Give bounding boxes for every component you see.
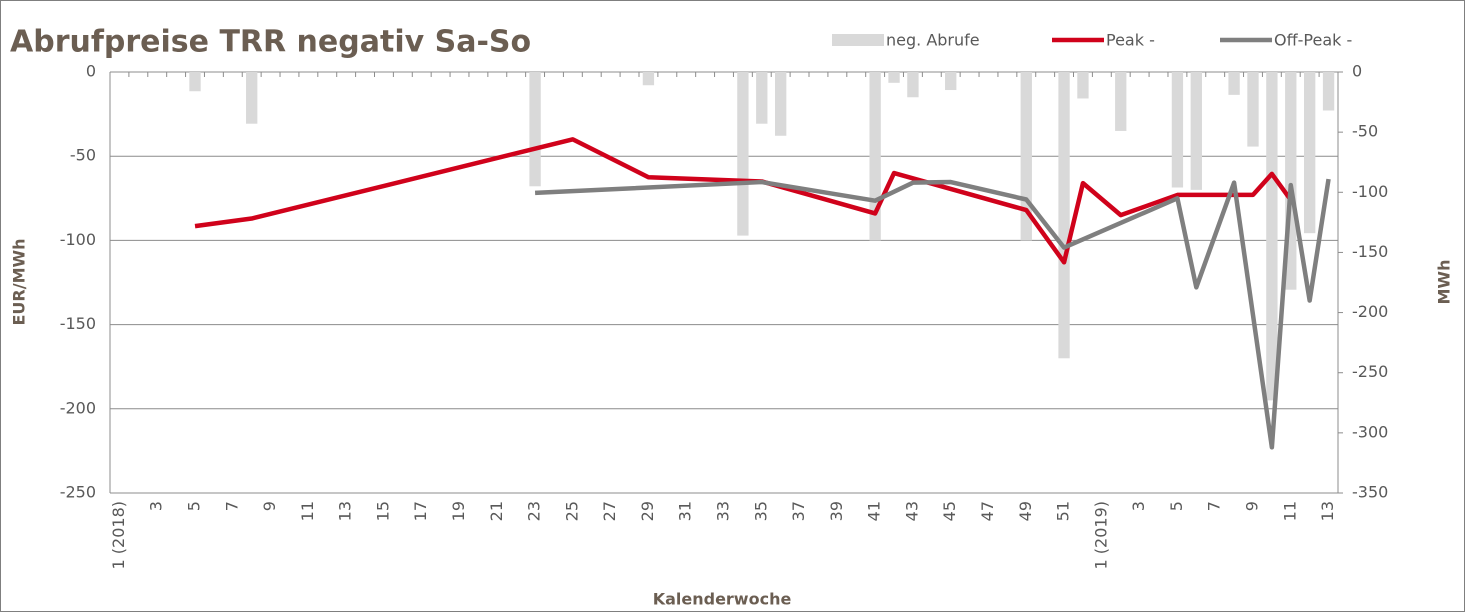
- y-tick-label: -200: [60, 398, 96, 417]
- x-axis-title: Kalenderwoche: [653, 590, 792, 609]
- y2-tick-label: -200: [1352, 302, 1388, 321]
- x-tick-label: 9: [260, 501, 279, 511]
- bar: [1171, 72, 1184, 188]
- y2-axis-title: MWh: [1435, 260, 1454, 305]
- line: [534, 178, 1331, 450]
- y2-tick-label: -300: [1352, 422, 1388, 441]
- x-tick-label: 23: [525, 501, 544, 521]
- y-tick-label: 0: [86, 62, 96, 81]
- bar: [1322, 72, 1335, 111]
- x-tick-label: 47: [978, 501, 997, 521]
- x-tick-label: 41: [865, 501, 884, 521]
- bar: [1058, 72, 1070, 359]
- legend-label: neg. Abrufe: [886, 31, 980, 50]
- bar: [945, 72, 957, 91]
- y-tick-label: -50: [70, 146, 96, 165]
- x-tick-label: 11: [1280, 501, 1299, 521]
- x-tick-label: 33: [714, 501, 733, 521]
- x-tick-label: 25: [562, 501, 581, 521]
- bar: [529, 72, 541, 187]
- x-tick-label: 29: [638, 501, 657, 521]
- y-axis-title: EUR/MWh: [10, 238, 29, 325]
- y2-tick-label: -50: [1352, 122, 1378, 141]
- bar: [1285, 72, 1297, 290]
- x-tick-label: 15: [373, 501, 392, 521]
- y2-tick-label: -250: [1352, 362, 1388, 381]
- bar: [1020, 72, 1032, 241]
- x-tick-label: 1 (2018): [109, 501, 128, 569]
- x-tick-label: 27: [600, 501, 619, 521]
- x-tick-label: 3: [147, 501, 166, 511]
- x-tick-label: 7: [1205, 501, 1224, 511]
- bar: [1228, 72, 1240, 95]
- legend-label: Peak -: [1106, 31, 1155, 50]
- x-tick-label: 11: [298, 501, 317, 521]
- x-tick-label: 45: [940, 501, 959, 521]
- x-tick-label: 17: [411, 501, 430, 521]
- y2-tick-label: -350: [1352, 483, 1388, 502]
- bar: [189, 72, 201, 92]
- x-tick-label: 43: [902, 501, 921, 521]
- x-tick-label: 9: [1242, 501, 1261, 511]
- bar: [246, 72, 258, 124]
- x-tick-label: 19: [449, 501, 468, 521]
- y2-tick-label: -100: [1352, 182, 1388, 201]
- x-tick-label: 13: [336, 501, 355, 521]
- x-tick-label: 49: [1016, 501, 1035, 521]
- bar: [1190, 72, 1202, 190]
- bar: [756, 72, 768, 124]
- bar: [1266, 72, 1278, 401]
- y2-tick-label: 0: [1352, 62, 1362, 81]
- bar: [775, 72, 787, 136]
- x-tick-label: 31: [676, 501, 695, 521]
- bar: [869, 72, 881, 241]
- bar: [642, 72, 655, 86]
- x-tick-label: 1 (2019): [1091, 501, 1110, 569]
- y-tick-label: -100: [60, 230, 96, 249]
- bar: [1077, 72, 1089, 99]
- x-tick-label: 21: [487, 501, 506, 521]
- legend-label: Off-Peak -: [1274, 31, 1352, 50]
- x-tick-label: 39: [827, 501, 846, 521]
- x-tick-label: 37: [789, 501, 808, 521]
- bar: [907, 72, 919, 98]
- bar: [1303, 72, 1316, 234]
- x-tick-label: 51: [1054, 501, 1073, 521]
- x-tick-label: 7: [222, 501, 241, 511]
- bar: [1115, 72, 1127, 131]
- bar: [737, 72, 749, 236]
- x-tick-label: 35: [751, 501, 770, 521]
- y-tick-label: -250: [60, 483, 96, 502]
- y2-tick-label: -150: [1352, 242, 1388, 261]
- x-tick-label: 5: [185, 501, 204, 511]
- x-tick-label: 3: [1129, 501, 1148, 511]
- bar: [1247, 72, 1259, 147]
- bar: [888, 72, 900, 83]
- y-tick-label: -150: [60, 314, 96, 333]
- x-tick-label: 13: [1318, 501, 1337, 521]
- x-tick-label: 5: [1167, 501, 1186, 511]
- chart-title: Abrufpreise TRR negativ Sa-So: [10, 25, 531, 60]
- legend-swatch: [832, 34, 884, 46]
